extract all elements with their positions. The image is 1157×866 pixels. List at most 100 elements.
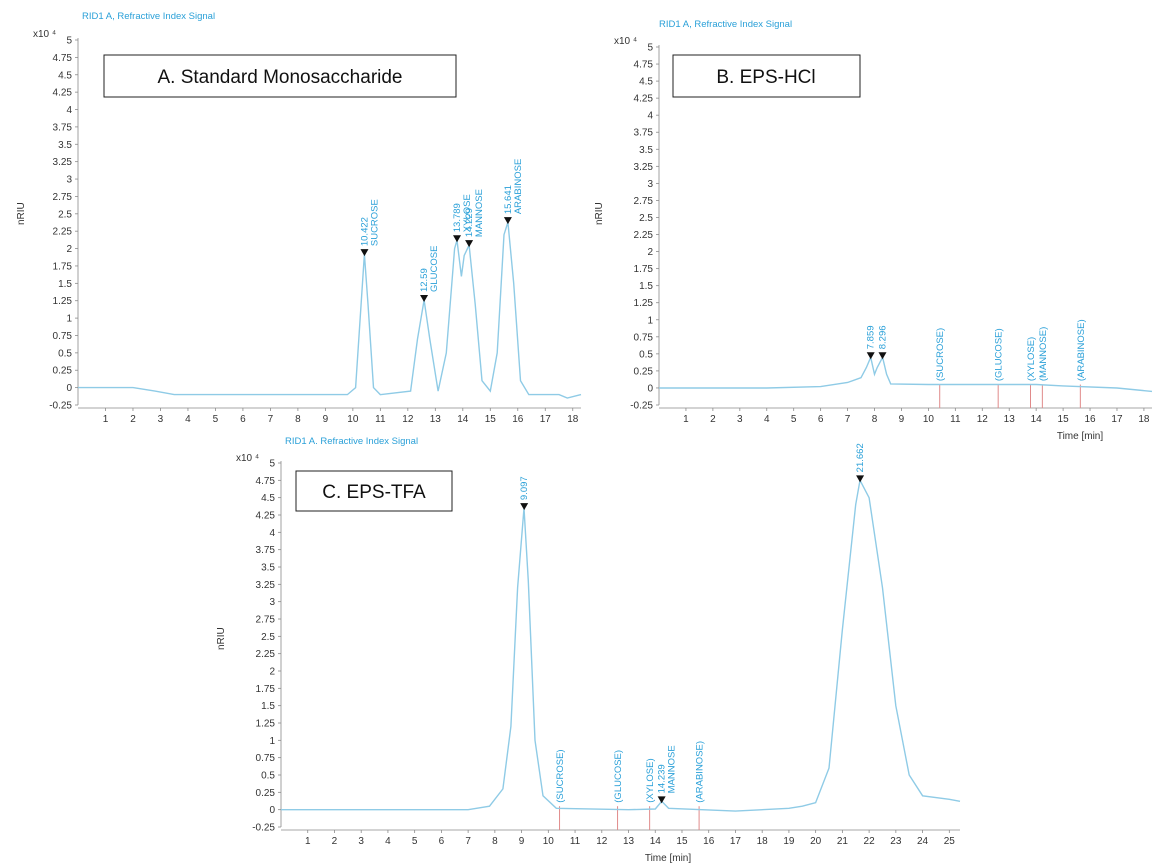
panel-a-signal-trace xyxy=(78,221,582,399)
panel-a-peak-name-label: XYLOSE xyxy=(462,194,473,232)
panel-a-y-multiplier: x10 ⁴ xyxy=(33,29,56,40)
panel-a-peak-retention-label: 12.59 xyxy=(419,268,430,292)
panel-c-x-tick-label: 22 xyxy=(864,836,876,847)
panel-c-y-tick-label: 4.25 xyxy=(256,511,276,522)
panel-b-reference-label: (GLUCOSE) xyxy=(994,328,1005,381)
panel-a-peak-retention-label: 15.641 xyxy=(503,185,514,214)
panel-c-y-tick-label: 1 xyxy=(269,736,275,747)
panel-b-x-tick-label: 9 xyxy=(899,414,905,425)
panel-b-x-tick-label: 3 xyxy=(737,414,743,425)
panel-a-x-tick-label: 16 xyxy=(512,414,524,425)
panel-c-y-tick-label: 1.75 xyxy=(256,684,276,695)
panel-b-peak-retention-label: 7.859 xyxy=(866,325,877,349)
panel-a-x-tick-label: 5 xyxy=(213,414,219,425)
panel-c-reference-label: (SUCROSE) xyxy=(555,749,566,802)
panel-c-reference-label: (GLUCOSE) xyxy=(613,750,624,803)
panel-c-y-tick-label: 4.75 xyxy=(256,476,276,487)
panel-b-y-tick-label: 1 xyxy=(647,315,653,326)
panel-c-x-tick-label: 24 xyxy=(917,836,929,847)
panel-b-x-tick-label: 2 xyxy=(710,414,716,425)
panel-b-y-tick-label: 0.75 xyxy=(634,332,654,343)
panel-c-y-tick-label: 0.5 xyxy=(261,771,275,782)
panel-c-x-tick-label: 12 xyxy=(596,836,608,847)
panel-c-y-tick-label: 4.5 xyxy=(261,493,275,504)
panel-a-x-tick-label: 17 xyxy=(540,414,552,425)
panel-c-y-tick-label: 0 xyxy=(269,805,275,816)
panel-a-peak-marker xyxy=(503,217,512,225)
panel-b-reference-label: (XYLOSE) xyxy=(1026,337,1037,381)
panel-b-signal-trace xyxy=(659,355,1153,393)
panel-b-x-tick-label: 13 xyxy=(1004,414,1016,425)
panel-a-x-tick-label: 13 xyxy=(430,414,442,425)
panel-c-y-tick-label: 1.5 xyxy=(261,701,275,712)
panel-b-x-tick-label: 6 xyxy=(818,414,824,425)
panel-a-y-tick-label: 0.75 xyxy=(53,331,73,342)
panel-b-peak-marker xyxy=(866,352,875,360)
panel-b-y-tick-label: 4.75 xyxy=(634,60,654,71)
panel-c-x-tick-label: 25 xyxy=(944,836,956,847)
panel-a-y-tick-label: 1.25 xyxy=(53,296,73,307)
panel-c-peak-marker xyxy=(520,503,529,511)
panel-c-eps-tfa: RID1 A. Refractive Index Signal x10 ⁴ nR… xyxy=(216,436,961,864)
panel-a-title-box xyxy=(103,54,457,98)
panel-c-x-tick-label: 3 xyxy=(358,836,364,847)
panel-b-reference-label: (MANNOSE) xyxy=(1038,327,1049,381)
panel-b-title-box xyxy=(672,54,861,98)
panel-a-x-tick-label: 6 xyxy=(240,414,246,425)
panel-a-y-tick-label: 4.25 xyxy=(53,88,73,99)
panel-b-header: RID1 A, Refractive Index Signal xyxy=(659,19,792,30)
panel-c-peak-retention-label: 14.239 xyxy=(657,764,668,793)
panel-c-y-tick-label: 2.25 xyxy=(256,649,276,660)
panel-a-y-tick-label: 3.5 xyxy=(58,140,72,151)
panel-c-x-tick-label: 7 xyxy=(465,836,471,847)
panel-b-x-tick-label: 8 xyxy=(872,414,878,425)
panel-b-peak-marker xyxy=(878,352,887,360)
panel-c-x-axis-label: Time [min] xyxy=(645,853,692,864)
panel-a-x-tick-label: 3 xyxy=(158,414,164,425)
panel-c-x-tick-label: 16 xyxy=(703,836,715,847)
panel-b-x-tick-label: 14 xyxy=(1031,414,1043,425)
panel-c-x-tick-label: 17 xyxy=(730,836,742,847)
panel-a-standard-monosaccharide: RID1 A, Refractive Index Signal x10 ⁴ nR… xyxy=(16,11,582,425)
panel-b-x-tick-label: 16 xyxy=(1084,414,1096,425)
panel-a-y-tick-label: 1.5 xyxy=(58,279,72,290)
panel-a-y-tick-label: 3.75 xyxy=(53,122,73,133)
panel-c-x-tick-label: 13 xyxy=(623,836,635,847)
panel-a-peak-name-label: SUCROSE xyxy=(369,199,380,246)
panel-c-y-tick-label: 3.5 xyxy=(261,563,275,574)
panel-b-x-tick-label: 4 xyxy=(764,414,770,425)
panel-c-y-multiplier: x10 ⁴ xyxy=(236,453,259,464)
panel-a-y-tick-label: 1.75 xyxy=(53,261,73,272)
panel-a-y-tick-label: 0 xyxy=(66,383,72,394)
panel-c-peak-marker xyxy=(657,796,666,804)
panel-a-y-axis-label: nRIU xyxy=(16,202,27,225)
panel-c-y-tick-label: 1.25 xyxy=(256,719,276,730)
panel-b-x-axis-label: Time [min] xyxy=(1057,431,1104,442)
panel-c-y-tick-label: 2.75 xyxy=(256,615,276,626)
panel-c-x-tick-label: 18 xyxy=(757,836,769,847)
panel-c-y-tick-label: 3 xyxy=(269,597,275,608)
panel-a-x-tick-label: 14 xyxy=(457,414,469,425)
panel-c-y-tick-label: 0.75 xyxy=(256,753,276,764)
panel-c-y-tick-label: 5 xyxy=(269,459,275,470)
panel-a-peak-retention-label: 10.422 xyxy=(359,217,370,246)
panel-a-y-tick-label: -0.25 xyxy=(49,401,72,412)
panel-a-header: RID1 A, Refractive Index Signal xyxy=(82,11,215,22)
panel-a-x-tick-label: 10 xyxy=(347,414,359,425)
panel-b-y-multiplier: x10 ⁴ xyxy=(614,36,637,47)
panel-a-x-tick-label: 11 xyxy=(375,414,386,425)
panel-b-y-tick-label: 0 xyxy=(647,383,653,394)
panel-c-header: RID1 A. Refractive Index Signal xyxy=(285,436,418,447)
panel-b-peak-retention-label: 8.296 xyxy=(877,325,888,349)
panel-c-x-tick-label: 2 xyxy=(332,836,338,847)
panel-b-x-tick-label: 12 xyxy=(977,414,989,425)
panel-c-x-tick-label: 19 xyxy=(783,836,795,847)
panel-c-x-tick-label: 11 xyxy=(570,836,581,847)
panel-c-peak-name-label: MANNOSE xyxy=(667,745,678,793)
panel-a-y-tick-label: 0.25 xyxy=(53,366,73,377)
panel-a-peak-name-label: ARABINOSE xyxy=(513,159,524,214)
panel-b-x-tick-label: 7 xyxy=(845,414,851,425)
panel-a-y-tick-label: 5 xyxy=(66,36,72,47)
panel-a-x-tick-label: 15 xyxy=(485,414,497,425)
